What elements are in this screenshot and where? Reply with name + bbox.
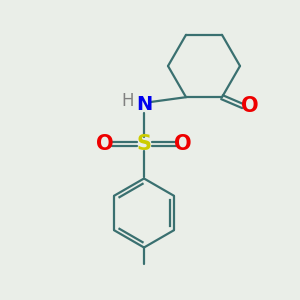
- Text: O: O: [174, 134, 192, 154]
- Text: O: O: [241, 96, 258, 116]
- Text: O: O: [96, 134, 114, 154]
- Text: S: S: [136, 134, 152, 154]
- Text: H: H: [121, 92, 134, 110]
- Text: N: N: [136, 95, 152, 115]
